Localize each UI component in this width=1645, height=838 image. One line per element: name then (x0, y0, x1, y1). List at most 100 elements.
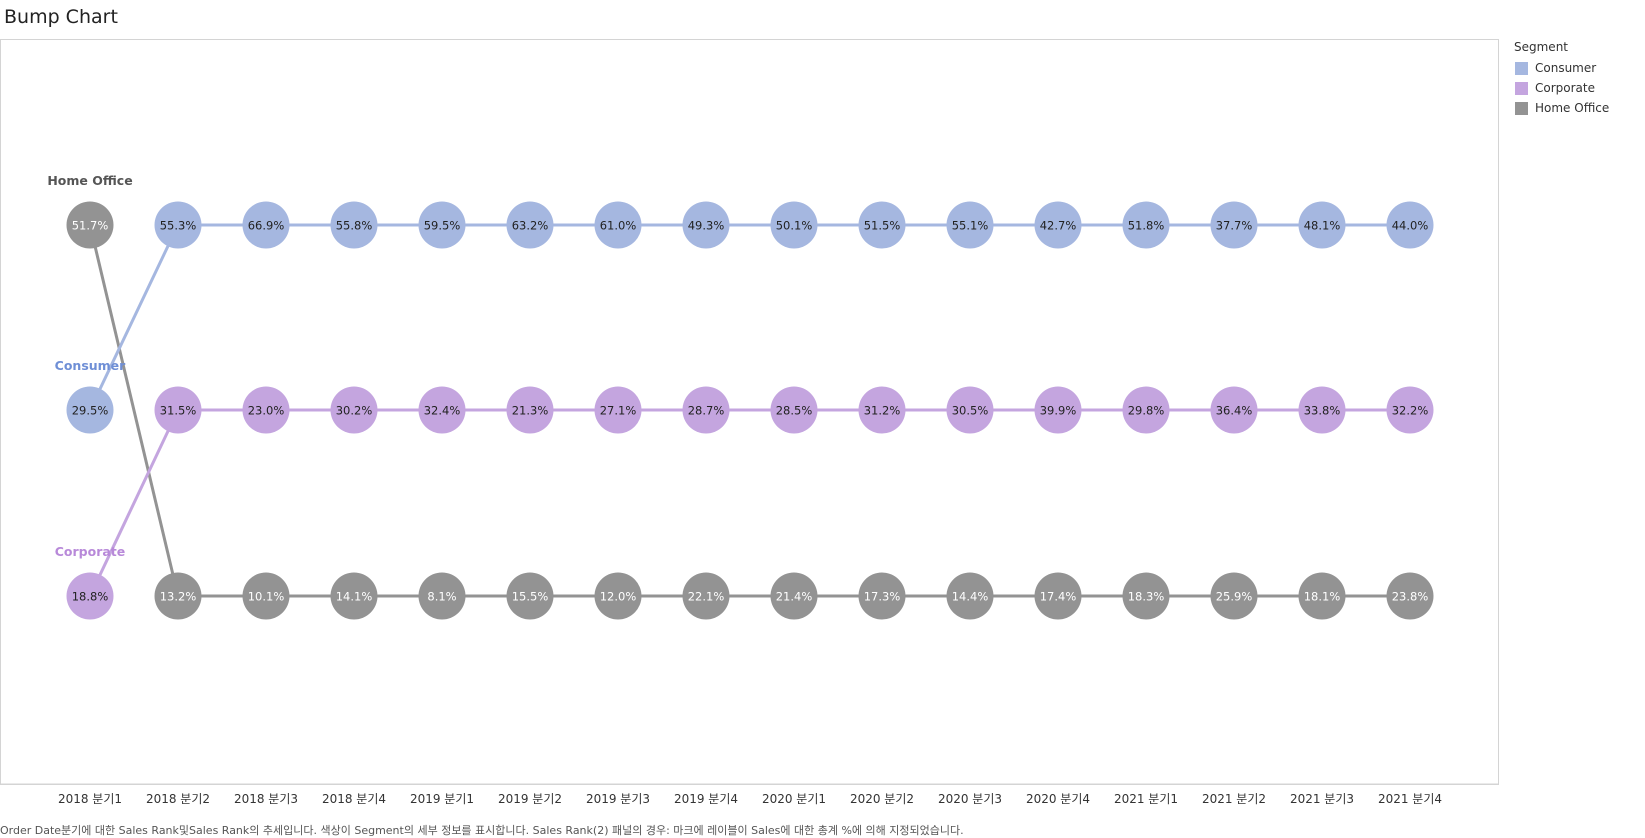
series-name-consumer: Consumer (55, 358, 127, 373)
data-label-corporate: 36.4% (1216, 404, 1253, 418)
marker-consumer[interactable] (946, 201, 994, 249)
x-tick-label: 2020 분기2 (850, 792, 914, 806)
legend-swatch-home-office (1515, 101, 1528, 115)
data-label-corporate: 30.2% (336, 404, 373, 418)
marker-consumer[interactable] (1210, 201, 1258, 249)
marker-home-office[interactable] (1122, 572, 1170, 620)
data-label-corporate: 27.1% (600, 404, 637, 418)
legend-label-home-office: Home Office (1535, 101, 1610, 115)
marker-corporate[interactable] (506, 386, 554, 434)
marker-consumer[interactable] (1122, 201, 1170, 249)
data-label-home-office: 21.4% (776, 590, 813, 604)
x-tick-label: 2018 분기1 (58, 792, 122, 806)
marker-home-office[interactable] (858, 572, 906, 620)
marker-consumer[interactable] (682, 201, 730, 249)
data-label-home-office: 25.9% (1216, 590, 1253, 604)
data-label-corporate: 23.0% (248, 404, 285, 418)
marker-corporate[interactable] (154, 386, 202, 434)
marker-home-office[interactable] (418, 572, 466, 620)
marker-corporate[interactable] (1210, 386, 1258, 434)
x-tick-label: 2021 분기4 (1378, 792, 1442, 806)
data-label-home-office: 17.3% (864, 590, 901, 604)
marker-consumer[interactable] (1386, 201, 1434, 249)
data-label-consumer: 29.5% (72, 404, 109, 418)
marker-home-office[interactable] (770, 572, 818, 620)
marker-consumer[interactable] (418, 201, 466, 249)
marker-home-office[interactable] (1298, 572, 1346, 620)
x-tick-label: 2018 분기4 (322, 792, 386, 806)
legend-label-consumer: Consumer (1535, 61, 1597, 75)
marker-corporate[interactable] (1386, 386, 1434, 434)
marker-home-office[interactable] (330, 572, 378, 620)
data-label-consumer: 63.2% (512, 219, 549, 233)
x-tick-label: 2019 분기4 (674, 792, 738, 806)
x-tick-label: 2019 분기2 (498, 792, 562, 806)
series-markers: 51.7% 13.2% 10.1% 14.1% 8.1% 15.5% 12.0% 22.1% 2… (66, 201, 1434, 620)
data-label-home-office: 18.3% (1128, 590, 1165, 604)
marker-home-office[interactable] (66, 201, 114, 249)
marker-corporate[interactable] (242, 386, 290, 434)
marker-consumer[interactable] (242, 201, 290, 249)
data-label-corporate: 29.8% (1128, 404, 1165, 418)
data-label-home-office: 22.1% (688, 590, 725, 604)
x-tick-label: 2021 분기1 (1114, 792, 1178, 806)
data-label-corporate: 31.2% (864, 404, 901, 418)
marker-consumer[interactable] (506, 201, 554, 249)
marker-consumer[interactable] (594, 201, 642, 249)
marker-corporate[interactable] (858, 386, 906, 434)
data-label-corporate: 28.7% (688, 404, 725, 418)
data-label-consumer: 55.1% (952, 219, 989, 233)
marker-consumer[interactable] (770, 201, 818, 249)
marker-corporate[interactable] (330, 386, 378, 434)
marker-home-office[interactable] (242, 572, 290, 620)
legend-item-consumer[interactable]: Consumer (1512, 58, 1609, 78)
legend-item-corporate[interactable]: Corporate (1512, 78, 1609, 98)
marker-corporate[interactable] (1122, 386, 1170, 434)
marker-consumer[interactable] (154, 201, 202, 249)
marker-consumer[interactable] (330, 201, 378, 249)
x-tick-label: 2021 분기3 (1290, 792, 1354, 806)
marker-home-office[interactable] (946, 572, 994, 620)
data-label-corporate: 33.8% (1304, 404, 1341, 418)
marker-corporate[interactable] (682, 386, 730, 434)
marker-corporate[interactable] (1034, 386, 1082, 434)
data-label-home-office: 10.1% (248, 590, 285, 604)
data-label-home-office: 15.5% (512, 590, 549, 604)
series-lines (88, 223, 1410, 598)
x-tick-label: 2020 분기1 (762, 792, 826, 806)
marker-home-office[interactable] (1034, 572, 1082, 620)
data-label-home-office: 51.7% (72, 219, 109, 233)
marker-corporate[interactable] (1298, 386, 1346, 434)
marker-corporate[interactable] (66, 572, 114, 620)
marker-consumer[interactable] (1298, 201, 1346, 249)
legend: Segment Consumer Corporate Home Office (1512, 40, 1609, 118)
chart-caption: Order Date분기에 대한 Sales Rank및Sales Rank의 … (0, 824, 964, 837)
marker-home-office[interactable] (1386, 572, 1434, 620)
legend-item-home-office[interactable]: Home Office (1512, 98, 1609, 118)
legend-label-corporate: Corporate (1535, 81, 1595, 95)
marker-home-office[interactable] (594, 572, 642, 620)
marker-consumer[interactable] (1034, 201, 1082, 249)
series-name-home-office: Home Office (47, 173, 132, 188)
marker-corporate[interactable] (946, 386, 994, 434)
marker-corporate[interactable] (418, 386, 466, 434)
x-tick-label: 2019 분기1 (410, 792, 474, 806)
data-label-consumer: 66.9% (248, 219, 285, 233)
x-tick-label: 2021 분기2 (1202, 792, 1266, 806)
x-tick-label: 2020 분기4 (1026, 792, 1090, 806)
marker-corporate[interactable] (770, 386, 818, 434)
series-line-home-office (88, 224, 1410, 598)
marker-home-office[interactable] (154, 572, 202, 620)
bump-chart: 51.7% 13.2% 10.1% 14.1% 8.1% 15.5% 12.0% 22.1% 2… (0, 173, 1499, 806)
marker-corporate[interactable] (594, 386, 642, 434)
data-label-home-office: 8.1% (427, 590, 456, 604)
data-label-consumer: 61.0% (600, 219, 637, 233)
page-title: Bump Chart (4, 6, 118, 28)
marker-consumer[interactable] (66, 386, 114, 434)
marker-home-office[interactable] (506, 572, 554, 620)
marker-home-office[interactable] (682, 572, 730, 620)
data-label-consumer: 51.8% (1128, 219, 1165, 233)
marker-consumer[interactable] (858, 201, 906, 249)
marker-home-office[interactable] (1210, 572, 1258, 620)
legend-title: Segment (1514, 40, 1568, 54)
